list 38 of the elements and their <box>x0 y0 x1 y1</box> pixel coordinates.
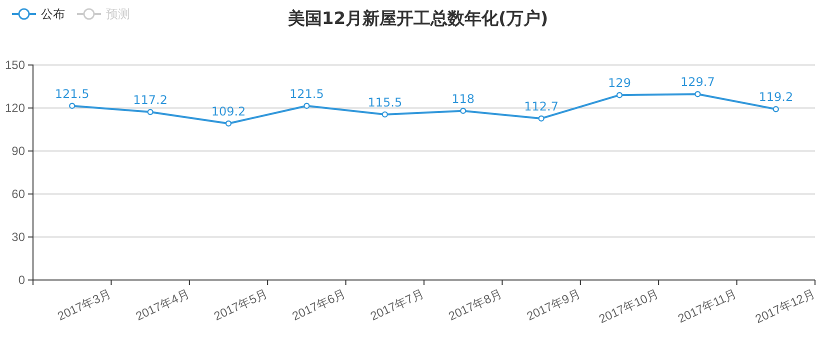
data-label: 118 <box>452 92 475 106</box>
data-label: 129.7 <box>680 75 715 90</box>
legend-label: 公布 <box>41 7 65 21</box>
x-tick-label: 2017年10月 <box>596 286 661 326</box>
point <box>460 108 466 114</box>
data-label: 117.2 <box>133 93 168 108</box>
x-tick-label: 2017年7月 <box>368 286 426 324</box>
point <box>538 115 544 122</box>
x-tick-label: 2017年9月 <box>524 286 582 324</box>
point <box>225 120 232 127</box>
data-label: 112.7 <box>524 99 558 114</box>
y-tick-label: 120 <box>4 100 26 115</box>
x-tick-label: 2017年12月 <box>753 286 818 326</box>
x-tick-label: 2017年6月 <box>290 286 348 324</box>
y-tick-label: 150 <box>4 58 26 72</box>
y-tick-label: 90 <box>12 144 26 158</box>
data-label: 129 <box>608 76 631 90</box>
x-tick-label: 2017年8月 <box>446 286 504 324</box>
y-tick-label: 0 <box>18 272 26 287</box>
x-tick-label: 2017年5月 <box>212 286 270 324</box>
data-label: 109.2 <box>211 104 246 118</box>
point <box>694 90 701 98</box>
point <box>147 108 154 116</box>
x-tick-label: 2017年4月 <box>134 286 192 324</box>
point <box>382 111 388 118</box>
point <box>304 102 310 109</box>
data-label: 121.5 <box>290 86 324 101</box>
x-tick-label: 2017年11月 <box>676 286 739 326</box>
chart-title: 美国12月新屋开工总数年化(万户) <box>286 9 548 29</box>
point <box>69 102 76 109</box>
point <box>616 92 623 98</box>
y-tick-label: 60 <box>12 186 26 201</box>
data-label: 119.2 <box>758 90 794 104</box>
data-label: 121.5 <box>54 86 90 101</box>
y-tick-label: 30 <box>12 230 26 244</box>
data-label: 115.5 <box>368 95 402 110</box>
x-tick-label: 2017年3月 <box>55 286 114 324</box>
point <box>772 106 779 112</box>
